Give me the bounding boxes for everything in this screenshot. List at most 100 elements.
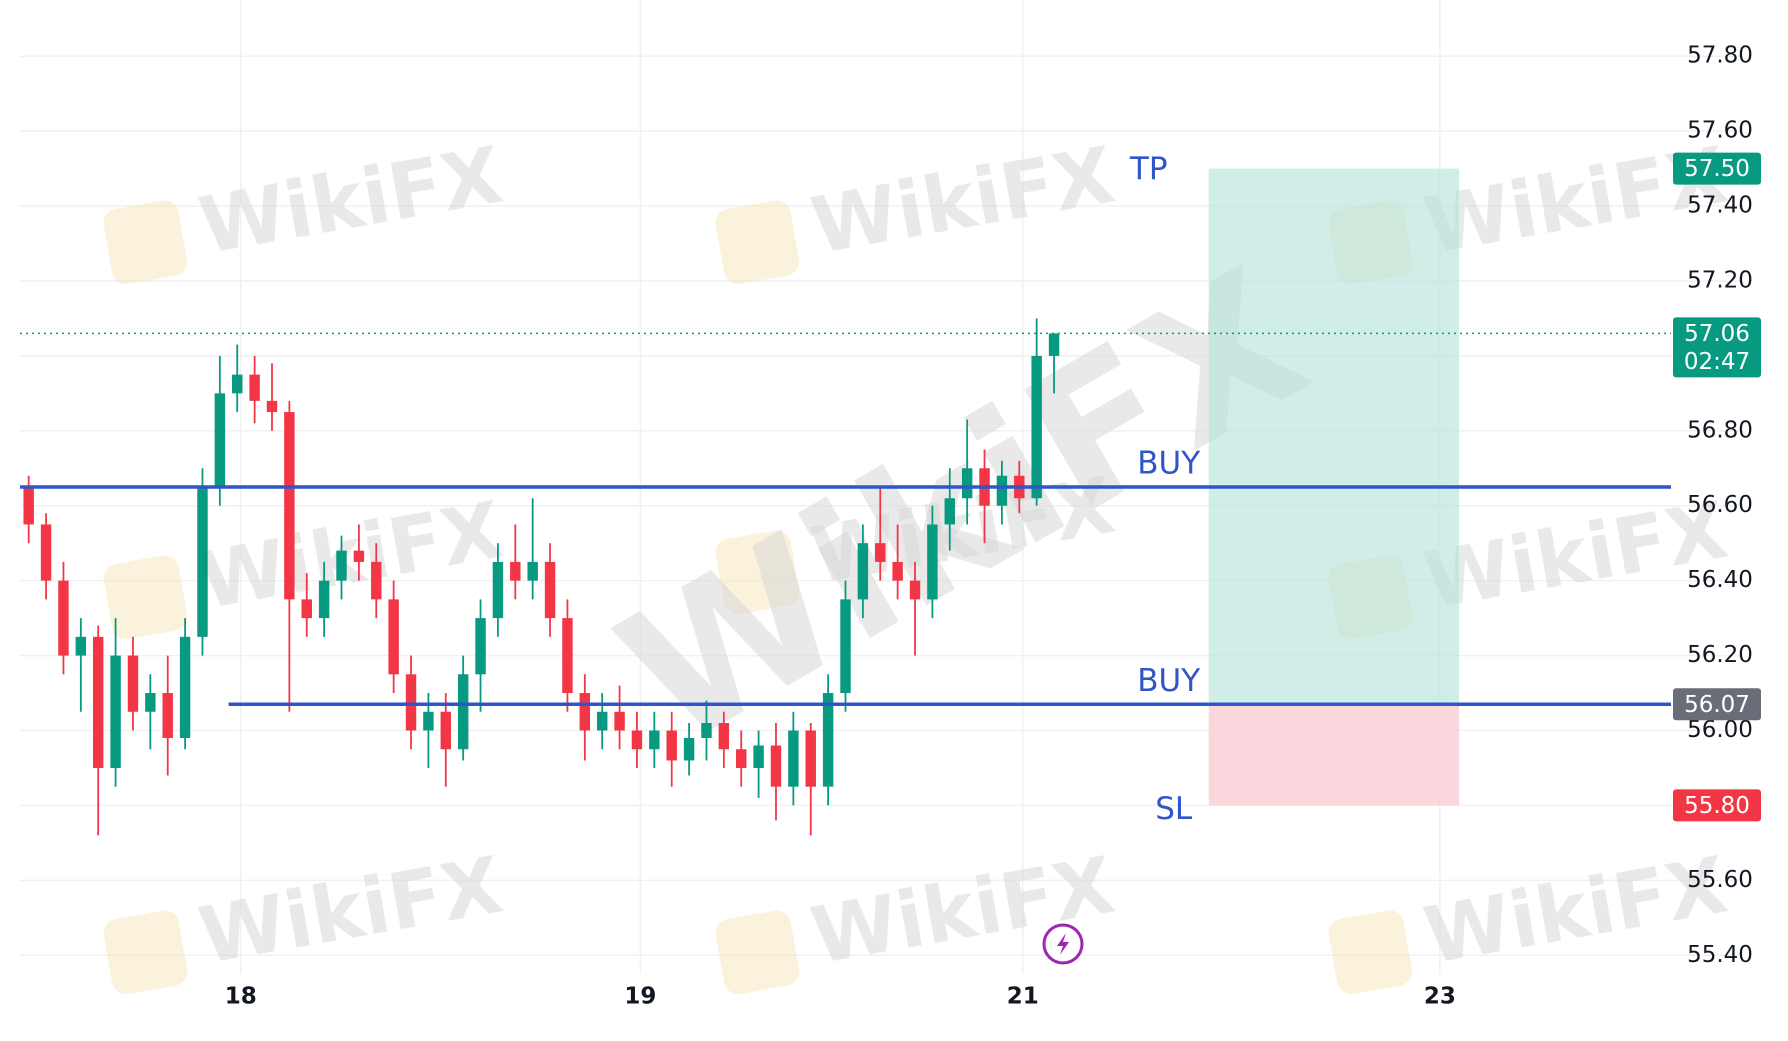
candle-body: [770, 745, 782, 787]
candle-body: [214, 393, 226, 487]
candle-body: [840, 599, 851, 694]
watermark-logo: [715, 200, 800, 285]
candle-body: [440, 711, 451, 750]
candle-body: [753, 745, 764, 768]
candle-body: [75, 636, 87, 656]
candle-body: [857, 543, 869, 600]
candle-body: [579, 693, 591, 731]
x-tick-label: 18: [225, 984, 257, 1010]
candle-body: [510, 561, 521, 581]
candle-body: [266, 400, 278, 413]
y-tick-label: 56.40: [1687, 567, 1753, 593]
x-tick-label: 19: [624, 984, 656, 1010]
level-label: BUY: [1137, 446, 1200, 482]
watermark-logo: [103, 910, 188, 995]
candle-body: [371, 561, 382, 600]
candle-body: [701, 723, 712, 738]
candle-body: [127, 655, 139, 712]
candle-body: [649, 730, 660, 750]
lightning-icon[interactable]: [1042, 923, 1084, 965]
candle-body: [284, 412, 295, 600]
candle-body: [736, 749, 747, 768]
candle-body: [562, 618, 573, 694]
candle-body: [822, 693, 834, 787]
price-tag-label: 57.06: [1684, 321, 1750, 347]
candle-body: [388, 599, 399, 675]
candle-body: [527, 561, 538, 581]
candle-body: [596, 711, 608, 731]
candle-body: [423, 711, 434, 731]
price-tag-label: 56.07: [1684, 692, 1750, 718]
candle-body: [614, 711, 625, 731]
candle-body: [405, 674, 417, 731]
y-tick-label: 56.20: [1687, 642, 1753, 668]
loss-zone: [1208, 704, 1459, 806]
candle-body: [162, 693, 173, 738]
candle-body: [197, 487, 208, 637]
candle-body: [788, 730, 799, 787]
y-tick-label: 57.80: [1687, 43, 1753, 69]
price-tag: [1673, 688, 1761, 721]
candle-body: [110, 655, 121, 768]
candle-body: [996, 475, 1008, 506]
candle-body: [58, 580, 69, 656]
candle-body: [544, 561, 556, 619]
candle-body: [336, 550, 347, 581]
candle-body: [232, 374, 243, 394]
candle-body: [927, 524, 938, 600]
candle-body: [805, 730, 816, 787]
y-tick-label: 55.60: [1687, 867, 1753, 893]
y-tick-label: 56.80: [1687, 417, 1753, 443]
candle-body: [1031, 355, 1042, 499]
candle-body: [23, 487, 34, 525]
y-tick-label: 57.20: [1687, 267, 1753, 293]
y-tick-label: 56.00: [1687, 717, 1753, 743]
y-tick-label: 55.40: [1687, 942, 1753, 968]
sl-label: SL: [1155, 791, 1193, 827]
candle-body: [179, 636, 191, 738]
candle-body: [40, 524, 52, 581]
x-tick-label: 23: [1424, 984, 1456, 1010]
candle-body: [492, 561, 504, 619]
watermark-logo: [103, 200, 188, 285]
price-axis: 55.40 55.60 55.80 56.00 56.20 56.40 56.60 56.80…: [225, 43, 1761, 1010]
y-tick-label: 56.60: [1687, 492, 1753, 518]
price-tag: [1673, 317, 1761, 378]
candle-body: [301, 599, 312, 619]
candle-body: [666, 730, 677, 761]
price-tag-countdown: 02:47: [1684, 349, 1750, 375]
candle-body: [353, 550, 365, 562]
price-tag: [1673, 789, 1761, 822]
level-label: BUY: [1137, 663, 1200, 699]
candle-body: [318, 580, 330, 619]
icon-bolt: [1057, 933, 1069, 955]
watermark-logo: [103, 555, 188, 640]
tp-label: TP: [1129, 151, 1168, 187]
candle-body: [944, 498, 955, 525]
candle-body: [961, 468, 973, 499]
candle-body: [145, 693, 156, 712]
candle-body: [475, 618, 486, 675]
profit-zone: [1208, 168, 1459, 705]
y-tick-label: 57.40: [1687, 193, 1753, 219]
candle-body: [683, 737, 695, 761]
price-tag-label: 55.80: [1684, 793, 1750, 819]
plot: TP SL BUY BUY: [20, 151, 1671, 836]
candle-body: [909, 580, 921, 600]
candle-body: [718, 723, 730, 750]
x-tick-label: 21: [1007, 984, 1039, 1010]
candle-body: [631, 730, 643, 750]
price-tag: [1673, 152, 1761, 185]
watermark-logo: [1328, 910, 1413, 995]
candle-body: [1048, 333, 1060, 356]
candle-body: [457, 674, 469, 750]
candle-body: [892, 561, 903, 581]
candle-body: [249, 374, 260, 401]
price-tag-label: 57.50: [1684, 156, 1750, 182]
watermark-logo: [715, 530, 800, 615]
candle-body: [92, 636, 104, 768]
y-tick-label: 57.60: [1687, 118, 1753, 144]
watermark-logo: [715, 910, 800, 995]
